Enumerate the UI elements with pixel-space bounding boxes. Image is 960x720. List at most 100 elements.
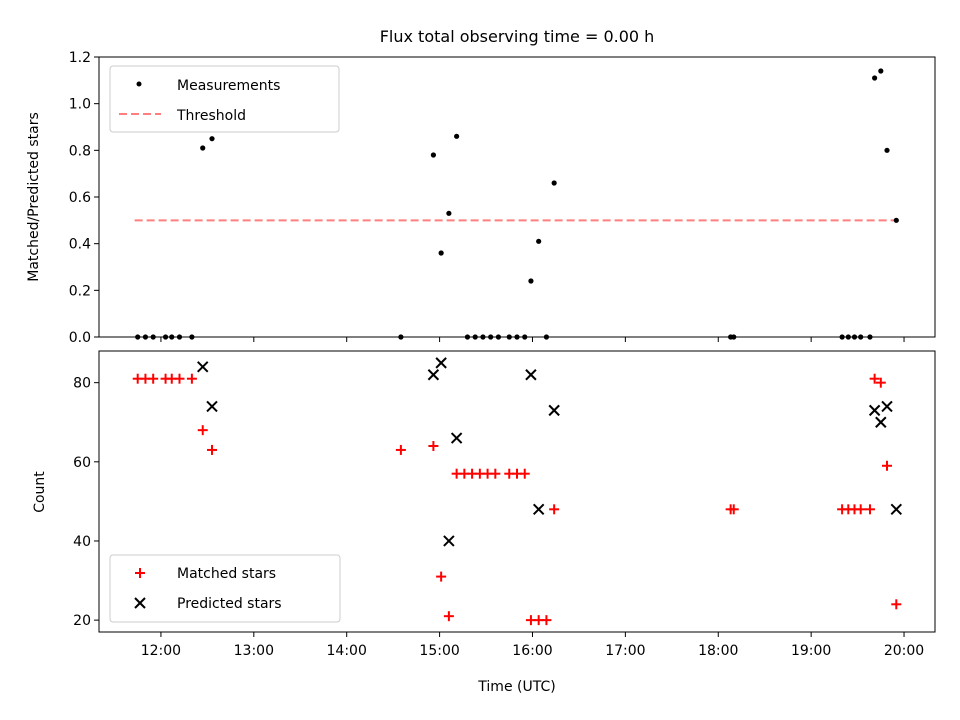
bottom-data-points bbox=[132, 357, 903, 626]
predicted-star-point bbox=[525, 369, 537, 381]
matched-star-point bbox=[864, 504, 875, 515]
measurement-point bbox=[169, 334, 175, 340]
x-tick-label: 19:00 bbox=[791, 643, 831, 659]
matched-star-point bbox=[443, 611, 454, 622]
measurement-point bbox=[189, 334, 195, 340]
bottom-y-ticks: 20 40 60 80 bbox=[73, 376, 99, 629]
measurement-point bbox=[551, 180, 557, 186]
measurement-point bbox=[514, 334, 520, 340]
x-tick-label: 13:00 bbox=[234, 643, 274, 659]
matched-star-point bbox=[490, 468, 501, 479]
measurement-point bbox=[536, 238, 542, 244]
top-y-tick-label: 1.0 bbox=[69, 97, 91, 113]
legend-threshold-label: Threshold bbox=[176, 108, 246, 124]
measurement-point bbox=[480, 334, 486, 340]
matched-star-point bbox=[436, 571, 447, 582]
x-tick-label: 16:00 bbox=[512, 643, 552, 659]
measurement-point bbox=[731, 334, 737, 340]
legend-measurements-marker bbox=[136, 81, 142, 87]
matched-star-point bbox=[148, 373, 159, 384]
predicted-star-point bbox=[881, 400, 893, 413]
x-tick-label: 18:00 bbox=[698, 643, 738, 659]
bottom-y-axis-label: Count bbox=[32, 471, 48, 513]
measurement-point bbox=[867, 334, 873, 340]
measurement-point bbox=[438, 250, 444, 256]
top-panel: 0.0 0.2 0.4 0.6 0.8 1.0 1.2 Matched/Predicted … bbox=[26, 50, 936, 346]
measurement-point bbox=[162, 334, 169, 340]
measurement-point bbox=[839, 334, 845, 340]
matched-star-point bbox=[869, 373, 880, 384]
measurement-point bbox=[872, 75, 878, 81]
x-tick-label: 15:00 bbox=[419, 643, 459, 659]
measurement-point bbox=[446, 210, 452, 216]
bottom-x-ticks: 12:00 13:00 14:00 15:00 16:00 17:00 18:00 19:00… bbox=[141, 632, 924, 659]
predicted-star-point bbox=[890, 503, 903, 516]
top-y-tick-label: 0.6 bbox=[69, 190, 91, 206]
bottom-legend-box bbox=[109, 554, 341, 623]
matched-star-point bbox=[549, 504, 560, 515]
legend-predicted-label: Predicted stars bbox=[177, 596, 282, 612]
legend-plus-glyph bbox=[135, 568, 145, 578]
top-y-tick-label: 0.4 bbox=[69, 237, 91, 253]
measurement-point bbox=[851, 334, 858, 340]
top-y-tick-label: 1.2 bbox=[69, 50, 91, 66]
top-x-ticks bbox=[160, 337, 905, 342]
top-y-tick-label: 0.8 bbox=[69, 143, 91, 159]
measurement-point bbox=[135, 334, 141, 340]
measurement-point bbox=[893, 217, 899, 223]
bottom-plot-frame bbox=[98, 350, 936, 633]
matched-star-point bbox=[174, 373, 185, 384]
measurement-point bbox=[209, 136, 215, 142]
matched-star-point bbox=[197, 425, 208, 436]
x-tick-label: 12:00 bbox=[141, 643, 181, 659]
matched-star-point bbox=[882, 460, 893, 471]
measurement-point bbox=[858, 334, 864, 340]
x-tick-label: 20:00 bbox=[884, 643, 924, 659]
top-y-ticks: 0.0 0.2 0.4 0.6 0.8 1.0 1.2 bbox=[69, 50, 99, 346]
matched-star-point bbox=[186, 373, 197, 384]
matched-star-point bbox=[395, 444, 406, 455]
top-y-axis-label: Matched/Predicted stars bbox=[26, 112, 42, 282]
measurement-point bbox=[200, 145, 206, 151]
legend-predicted-marker bbox=[134, 597, 146, 609]
predicted-star-point bbox=[435, 357, 447, 369]
top-y-tick-label: 0.0 bbox=[69, 330, 91, 346]
measurement-point bbox=[878, 68, 884, 74]
measurement-point bbox=[543, 334, 550, 340]
measurement-point bbox=[472, 334, 478, 340]
measurement-point bbox=[845, 334, 851, 340]
measurement-point bbox=[454, 133, 460, 139]
measurement-point bbox=[528, 278, 534, 284]
measurement-point bbox=[506, 334, 512, 340]
legend-matched-marker bbox=[135, 568, 145, 578]
predicted-star-point bbox=[548, 404, 560, 417]
bottom-y-tick-label: 60 bbox=[73, 455, 91, 471]
chart-title: Flux total observing time = 0.00 h bbox=[380, 27, 655, 46]
legend-measurements-label: Measurements bbox=[177, 78, 280, 94]
top-legend-box bbox=[109, 65, 340, 133]
measurement-point bbox=[430, 152, 436, 158]
measurement-point bbox=[522, 334, 528, 340]
measurement-point bbox=[398, 334, 404, 340]
predicted-star-point bbox=[197, 361, 209, 373]
measurement-point bbox=[488, 334, 494, 340]
predicted-star-point bbox=[427, 369, 440, 381]
legend-cross-glyph bbox=[134, 597, 146, 609]
predicted-star-point bbox=[868, 404, 881, 417]
measurement-point bbox=[495, 334, 502, 340]
matched-star-point bbox=[541, 615, 552, 626]
legend-matched-label: Matched stars bbox=[177, 566, 276, 582]
matched-star-point bbox=[875, 377, 886, 388]
top-legend: Measurements Threshold bbox=[109, 65, 340, 133]
measurement-point bbox=[884, 147, 890, 153]
bottom-y-tick-label: 80 bbox=[73, 376, 91, 392]
top-data-points bbox=[135, 68, 899, 340]
bottom-legend: Matched stars Predicted stars bbox=[109, 554, 341, 623]
matched-star-point bbox=[207, 444, 218, 455]
measurement-point bbox=[142, 334, 149, 340]
measurement-point bbox=[150, 334, 156, 340]
predicted-star-point bbox=[206, 400, 218, 413]
bottom-y-tick-label: 40 bbox=[73, 534, 91, 550]
